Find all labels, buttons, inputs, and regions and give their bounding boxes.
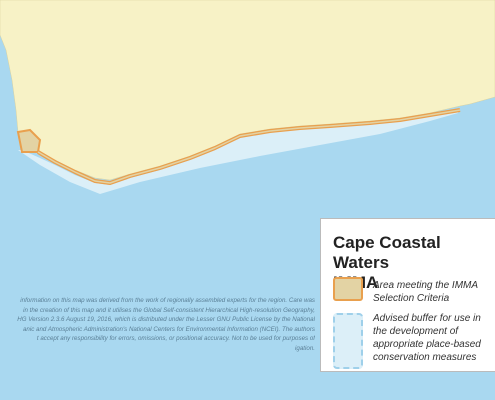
disclaimer-line: in the creation of this map and it utili… xyxy=(23,306,315,314)
legend-item-text: Area meeting the IMMA Selection Criteria xyxy=(373,279,478,305)
disclaimer-line: t accept any responsibility for errors, … xyxy=(36,335,315,343)
imma-cape-area xyxy=(16,128,42,153)
legend: Cape Coastal WatersIMMA Area meeting the… xyxy=(320,218,495,372)
disclaimer: information on this map was derived from… xyxy=(0,296,315,354)
disclaimer-line: information on this map was derived from… xyxy=(20,297,315,304)
imma-coastal-band-inner xyxy=(37,109,461,184)
legend-item-text: Advised buffer for use in the development… xyxy=(373,312,481,364)
disclaimer-line: HG Version 2.3.6 August 19, 2016, which … xyxy=(17,316,315,324)
legend-item-line: conservation measures xyxy=(373,352,477,363)
legend-item-line: appropriate place-based xyxy=(373,339,481,350)
buffer-zone xyxy=(18,108,460,194)
legend-item-line: Advised buffer for use in xyxy=(373,313,481,324)
legend-swatch-buffer xyxy=(333,313,363,369)
disclaimer-line: igation. xyxy=(295,344,315,352)
legend-item-line: Selection Criteria xyxy=(373,293,450,304)
legend-swatch-imma xyxy=(333,277,363,301)
legend-item-line: the development of xyxy=(373,326,459,337)
disclaimer-line: anic and Atmospheric Administration's Na… xyxy=(22,325,315,333)
legend-title-line: Cape Coastal Waters xyxy=(333,233,441,272)
legend-item-line: Area meeting the IMMA xyxy=(373,280,479,291)
